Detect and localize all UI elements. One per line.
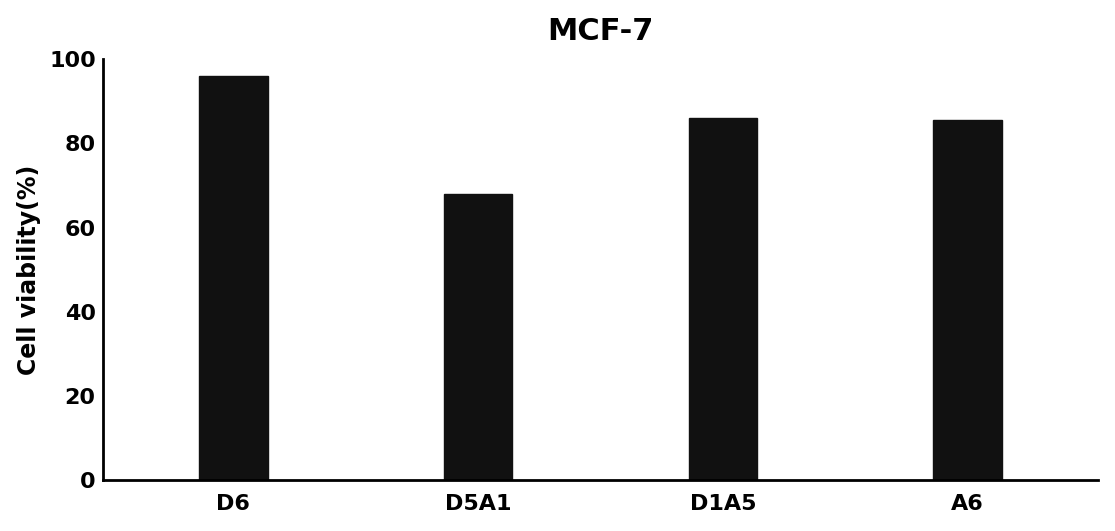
- Y-axis label: Cell viability(%): Cell viability(%): [17, 165, 40, 375]
- Title: MCF-7: MCF-7: [547, 16, 653, 46]
- Bar: [444, 194, 513, 481]
- Bar: [689, 118, 757, 481]
- Bar: [200, 76, 268, 481]
- Bar: [933, 120, 1002, 481]
